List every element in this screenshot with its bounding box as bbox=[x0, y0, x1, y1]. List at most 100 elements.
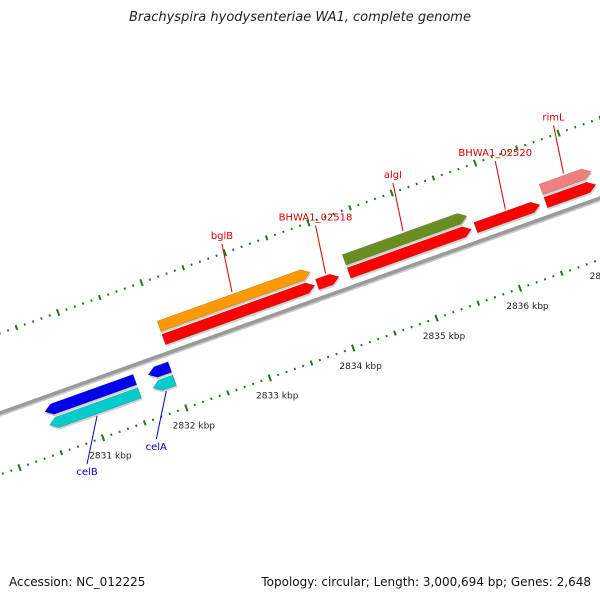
gene-celB-inner[interactable] bbox=[49, 387, 142, 428]
tick-row-bottom-tick bbox=[517, 284, 523, 292]
tick-row-top-tick bbox=[574, 125, 577, 129]
tick-row-bottom-tick bbox=[535, 280, 538, 284]
tick-row-top-tick bbox=[98, 294, 102, 301]
gene-algI-inner[interactable] bbox=[346, 226, 472, 279]
tick-row-bottom-tick bbox=[559, 270, 564, 277]
tick-row-top-tick bbox=[507, 149, 510, 153]
tick-row-top-tick bbox=[457, 167, 460, 171]
tick-row-top-tick bbox=[365, 200, 368, 204]
tick-row-bottom-tick bbox=[434, 314, 439, 322]
gene-algI-outer[interactable] bbox=[341, 213, 468, 266]
gene-label-celB[interactable]: celB bbox=[76, 467, 97, 478]
gene-label-algI[interactable]: algI bbox=[384, 170, 402, 181]
tick-row-top-tick bbox=[73, 305, 77, 308]
gene-celA-outer[interactable] bbox=[147, 361, 173, 378]
tick-row-top-tick bbox=[340, 209, 343, 213]
tick-row-top-tick bbox=[373, 197, 377, 201]
tick-row-bottom-tick bbox=[335, 352, 338, 356]
gene-bglB-inner[interactable] bbox=[161, 282, 316, 345]
tick-row-bottom-tick bbox=[193, 403, 196, 407]
tick-row-top-tick bbox=[90, 299, 93, 302]
tick-label: 2836 kbp bbox=[506, 302, 549, 312]
tick-row-bottom-tick bbox=[385, 334, 388, 338]
tick-row-top-tick bbox=[523, 143, 527, 147]
tick-row-top-tick bbox=[473, 159, 478, 167]
tick-row-bottom-tick bbox=[168, 412, 171, 416]
tick-row-bottom-tick bbox=[460, 307, 463, 311]
tick-row-bottom-tick bbox=[493, 295, 497, 299]
tick-row-bottom-tick bbox=[309, 360, 314, 366]
tick-row-top-tick bbox=[490, 155, 494, 159]
label-layer: celB celA bglB BHWA1_02518 algI BHWA1_02520 ri… bbox=[76, 112, 565, 478]
tick-row-top-tick bbox=[298, 224, 302, 228]
gene-label-leader bbox=[155, 391, 167, 440]
tick-row-bottom-tick bbox=[543, 277, 547, 281]
tick-row-bottom-tick bbox=[210, 397, 213, 401]
tick-row-top-tick bbox=[423, 179, 427, 183]
tick-row-bottom-tick bbox=[468, 304, 472, 308]
tick-row-top-tick bbox=[165, 272, 168, 275]
tick-row-bottom-tick bbox=[393, 330, 397, 336]
tick-row-bottom-tick bbox=[276, 373, 280, 377]
tick-label: 2835 kbp bbox=[423, 332, 466, 342]
gene-BHWA1_02520-inner[interactable] bbox=[473, 201, 541, 234]
tick-row-bottom-tick bbox=[418, 322, 422, 326]
tick-row-top-tick bbox=[240, 245, 243, 249]
tick-row-bottom-tick bbox=[142, 420, 147, 426]
tick-row-top-tick bbox=[590, 119, 594, 123]
tick-row-bottom-tick bbox=[476, 300, 481, 306]
gene-label-BHWA1_02518[interactable]: BHWA1_02518 bbox=[279, 213, 353, 224]
gene-label-bglB[interactable]: bglB bbox=[211, 231, 233, 242]
tick-row-top-tick bbox=[398, 188, 402, 192]
tick-row-bottom-tick bbox=[151, 418, 155, 422]
gene-label-celA[interactable]: celA bbox=[146, 442, 167, 453]
tick-row-top-tick bbox=[357, 203, 360, 207]
gene-label-leader bbox=[221, 244, 233, 293]
tick-row-top-tick bbox=[407, 185, 410, 189]
tick-row-bottom-tick bbox=[585, 263, 588, 266]
gene-celA-inner[interactable] bbox=[152, 374, 177, 391]
tick-row-top-tick bbox=[40, 317, 43, 320]
tick-row-bottom-tick bbox=[267, 374, 272, 382]
tick-row-bottom-tick bbox=[351, 344, 356, 352]
tick-row-top-tick bbox=[232, 248, 235, 252]
tick-row-top-tick bbox=[431, 175, 436, 181]
gene-label-rimL[interactable]: rimL bbox=[542, 112, 565, 123]
tick-row-top-tick bbox=[81, 302, 85, 305]
tick-row-top-tick bbox=[23, 323, 26, 326]
tick-row-bottom-tick bbox=[110, 433, 113, 437]
tick-row-top-tick bbox=[6, 329, 10, 332]
tick-row-top-tick bbox=[306, 219, 311, 227]
tick-row-bottom-tick bbox=[26, 463, 30, 466]
tick-label: 2834 kbp bbox=[339, 362, 382, 372]
tick-row-bottom-tick bbox=[184, 404, 189, 412]
tick-row-bottom-tick bbox=[251, 382, 255, 386]
tick-row-bottom-tick bbox=[226, 390, 230, 396]
tick-row-top-tick bbox=[515, 145, 519, 151]
tick-row-top-tick bbox=[14, 324, 19, 331]
tick-row-bottom-tick bbox=[218, 394, 221, 398]
gene-rimL-inner[interactable] bbox=[543, 181, 597, 209]
tick-label: 2833 kbp bbox=[256, 392, 299, 402]
tick-row-top-tick bbox=[198, 260, 202, 264]
tick-row-bottom-tick bbox=[552, 274, 555, 278]
tick-row-bottom-tick bbox=[527, 283, 530, 287]
tick-row-bottom-tick bbox=[402, 328, 405, 332]
tick-row-top-tick bbox=[565, 128, 569, 132]
gene-bglB-outer[interactable] bbox=[156, 269, 311, 332]
tick-row-bottom-tick bbox=[285, 370, 288, 374]
gene-BHWA1_02518-inner[interactable] bbox=[315, 273, 340, 290]
tick-row-top-tick bbox=[115, 290, 118, 293]
accession-text: Accession: NC_012225 bbox=[9, 575, 146, 589]
backbone bbox=[0, 196, 600, 415]
tick-row-top-tick bbox=[465, 164, 469, 168]
tick-row-top-tick bbox=[323, 215, 327, 219]
tick-row-top-tick bbox=[415, 182, 418, 186]
tick-row-top-tick bbox=[156, 275, 160, 278]
gene-label-leader bbox=[315, 225, 327, 274]
gene-celB-outer[interactable] bbox=[44, 374, 138, 415]
gene-label-BHWA1_02520[interactable]: BHWA1_02520 bbox=[458, 148, 532, 159]
gene-rimL-outer[interactable] bbox=[538, 168, 592, 195]
tick-row-bottom-tick bbox=[100, 434, 106, 442]
tick-row-top-tick bbox=[332, 212, 335, 216]
